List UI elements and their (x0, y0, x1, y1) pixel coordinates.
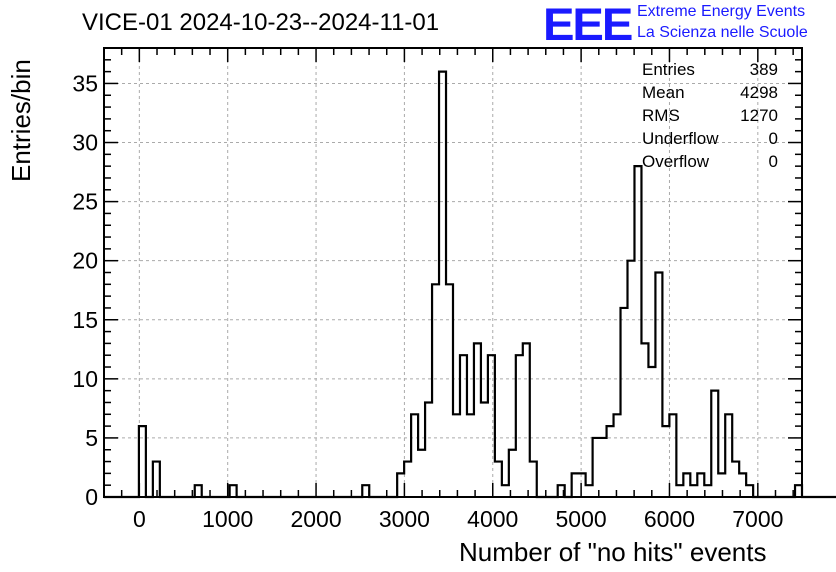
histogram-bin (418, 450, 425, 497)
histogram-bin (795, 485, 802, 497)
histogram-bin (746, 485, 753, 497)
histogram-bin (495, 462, 502, 497)
stats-underflow-value: 0 (768, 129, 778, 148)
x-tick-label: 3000 (379, 506, 430, 532)
histogram-bin (718, 473, 725, 497)
y-tick-label: 5 (85, 425, 98, 451)
y-tick-label: 35 (72, 70, 98, 96)
eee-logo-line2: La Scienza nelle Scuole (637, 24, 808, 41)
histogram-bin (579, 473, 586, 497)
histogram-bin (732, 462, 739, 497)
stats-underflow-label: Underflow (642, 129, 719, 148)
x-tick-label: 1000 (202, 506, 253, 532)
x-tick-label: 6000 (644, 506, 695, 532)
x-tick-label: 5000 (556, 506, 607, 532)
histogram-bin (523, 343, 530, 497)
x-tick-label: 4000 (467, 506, 518, 532)
y-tick-label: 15 (72, 307, 98, 333)
stats-overflow-value: 0 (768, 152, 778, 171)
histogram-bin (474, 343, 481, 497)
stats-rms-label: RMS (642, 106, 680, 125)
histogram-bin (690, 485, 697, 497)
histogram-bin (195, 485, 202, 497)
stats-mean-value: 4298 (740, 83, 778, 102)
histogram-bin (586, 485, 593, 497)
histogram-bin (432, 284, 439, 497)
stats-rms-row: RMS 1270 (642, 106, 778, 129)
histogram-bin (362, 485, 369, 497)
histogram-bin (725, 414, 732, 497)
y-tick-label: 25 (72, 189, 98, 215)
histogram-bin (446, 284, 453, 497)
x-axis-label: Number of "no hits" events (459, 537, 767, 567)
stats-overflow-label: Overflow (642, 152, 710, 171)
stats-mean-row: Mean 4298 (642, 83, 778, 106)
histogram-bin (662, 426, 669, 497)
histogram-bin (628, 261, 635, 497)
y-tick-label: 0 (85, 484, 98, 510)
histogram-bin (593, 438, 600, 497)
histogram-bin (425, 402, 432, 497)
histogram-bin (397, 473, 404, 497)
histogram-bin (439, 72, 446, 497)
y-tick-label: 30 (72, 130, 98, 156)
histogram-bin (460, 355, 467, 497)
x-tick-label: 0 (133, 506, 146, 532)
stats-overflow-row: Overflow 0 (642, 152, 778, 175)
histogram-bin (669, 414, 676, 497)
histogram-bin (607, 426, 614, 497)
histogram-bin (453, 414, 460, 497)
histogram-bin (600, 438, 607, 497)
histogram-bin (481, 402, 488, 497)
x-tick-label: 2000 (290, 506, 341, 532)
histogram-bin (467, 414, 474, 497)
histogram-bin (655, 273, 662, 498)
x-tick-label: 7000 (732, 506, 783, 532)
histogram-bin (530, 462, 537, 497)
stats-rms-value: 1270 (740, 106, 778, 125)
histogram-bin (641, 343, 648, 497)
histogram-bin (634, 166, 641, 497)
histogram-bin (711, 391, 718, 497)
stats-entries-value: 389 (749, 60, 778, 79)
stats-entries-label: Entries (642, 60, 695, 79)
histogram-bin (516, 355, 523, 497)
chart-title: VICE-01 2024-10-23--2024-11-01 (82, 9, 440, 36)
histogram-bin (411, 414, 418, 497)
eee-logo: EEE (543, 0, 633, 50)
stats-entries-row: Entries 389 (642, 60, 778, 83)
y-tick-label: 10 (72, 366, 98, 392)
histogram-bin (502, 485, 509, 497)
stats-underflow-row: Underflow 0 (642, 129, 778, 152)
histogram-bin (648, 367, 655, 497)
histogram-bin (697, 473, 704, 497)
histogram-bin (488, 355, 495, 497)
histogram-bin (614, 414, 621, 497)
histogram-bin (404, 462, 411, 497)
histogram-bin (676, 485, 683, 497)
eee-logo-line1: Extreme Energy Events (637, 3, 806, 20)
histogram-bin (230, 485, 237, 497)
histogram-bin (572, 473, 579, 497)
histogram-bin (509, 450, 516, 497)
y-axis-label: Entries/bin (6, 59, 36, 182)
stats-box: Entries 389 Mean 4298 RMS 1270 Underflow… (642, 60, 778, 175)
y-tick-label: 20 (72, 248, 98, 274)
histogram-bin (621, 308, 628, 497)
stats-mean-label: Mean (642, 83, 685, 102)
